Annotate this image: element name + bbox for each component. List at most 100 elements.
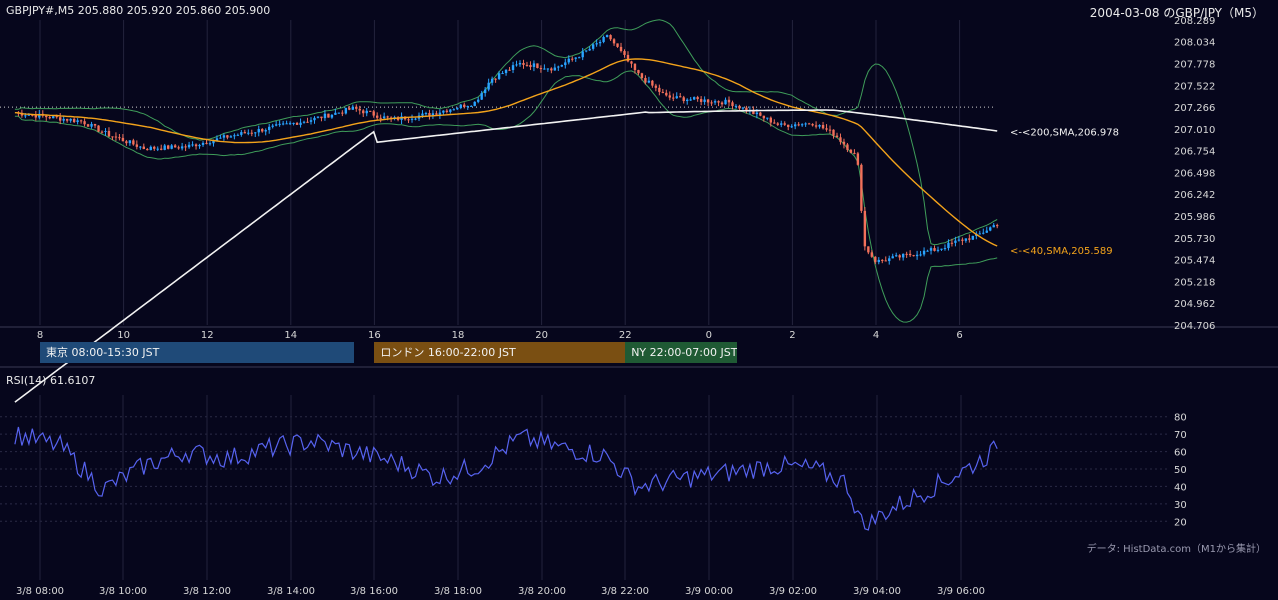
- rsi-x-tick: 3/9 04:00: [853, 586, 901, 597]
- candle-body: [567, 58, 570, 63]
- candle-body: [780, 123, 783, 125]
- candle-body: [132, 140, 135, 145]
- price-y-tick: 207.522: [1174, 81, 1215, 92]
- candle-body: [679, 96, 682, 98]
- candle-body: [477, 99, 480, 102]
- candle-body: [609, 35, 612, 40]
- candle-body: [114, 136, 118, 138]
- candle-body: [414, 118, 417, 120]
- session-ny: NY 22:00-07:00 JST: [625, 342, 738, 363]
- price-x-tick: 6: [956, 330, 962, 341]
- candle-body: [905, 253, 908, 255]
- candle-body: [766, 117, 769, 119]
- candle-body: [647, 80, 651, 83]
- candle-body: [226, 135, 229, 138]
- candle-body: [118, 137, 121, 139]
- candle-body: [943, 248, 947, 250]
- candle-body: [424, 113, 428, 115]
- session-ny-label: NY 22:00-07:00 JST: [631, 346, 738, 359]
- candle-body: [323, 113, 327, 119]
- candle-body: [452, 109, 456, 111]
- candle-body: [529, 65, 532, 67]
- candle-body: [901, 253, 905, 258]
- candle-body: [65, 118, 69, 121]
- candle-body: [557, 66, 560, 68]
- candle-body: [153, 146, 156, 149]
- candle-body: [125, 141, 128, 144]
- candle-body: [236, 134, 240, 136]
- price-x-tick: 8: [37, 330, 43, 341]
- rsi-label: RSI(14) 61.6107: [6, 374, 96, 387]
- price-x-tick: 10: [117, 330, 130, 341]
- candle-body: [24, 115, 27, 117]
- candle-body: [842, 141, 846, 145]
- candle-body: [438, 112, 442, 115]
- rsi-y-tick: 20: [1174, 517, 1187, 528]
- candle-body: [888, 258, 891, 262]
- rsi-x-tick: 3/8 20:00: [518, 586, 566, 597]
- candle-body: [93, 123, 97, 126]
- candle-body: [198, 144, 201, 147]
- price-x-tick: 4: [873, 330, 879, 341]
- candle-body: [62, 118, 65, 121]
- price-y-tick: 204.962: [1174, 299, 1215, 310]
- candle-body: [595, 43, 598, 45]
- candle-body: [710, 102, 713, 104]
- candle-body: [501, 73, 504, 75]
- candle-body: [52, 116, 55, 119]
- candle-body: [281, 123, 285, 125]
- candle-body: [97, 125, 100, 132]
- candle-body: [755, 112, 759, 115]
- price-y-tick: 208.034: [1174, 38, 1215, 49]
- candle-body: [466, 106, 469, 108]
- candle-body: [463, 104, 466, 108]
- candle-body: [640, 73, 644, 78]
- candle-body: [111, 136, 114, 138]
- candle-body: [658, 87, 661, 92]
- session-tokyo: 東京 08:00-15:30 JST: [40, 342, 354, 363]
- candle-body: [787, 124, 790, 127]
- candle-body: [358, 108, 361, 111]
- rsi-x-tick: 3/9 06:00: [937, 586, 985, 597]
- candle-body: [341, 112, 344, 114]
- candle-body: [783, 123, 786, 125]
- candle-body: [933, 248, 936, 251]
- candle-body: [863, 210, 867, 247]
- candle-body: [978, 233, 982, 235]
- candle-body: [160, 148, 163, 150]
- candle-body: [299, 122, 302, 125]
- candle-body: [229, 136, 233, 138]
- sma-200-label: <-<200,SMA,206.978: [1010, 128, 1119, 139]
- candle-body: [846, 144, 849, 150]
- candle-body: [968, 238, 971, 240]
- candle-body: [814, 125, 818, 127]
- candle-body: [731, 102, 734, 107]
- candle-body: [45, 115, 48, 118]
- candle-body: [212, 140, 215, 144]
- candle-body: [107, 130, 111, 137]
- candle-body: [459, 104, 462, 109]
- candle-body: [989, 227, 992, 231]
- candle-body: [588, 48, 591, 51]
- candle-body: [494, 78, 497, 80]
- rsi-x-tick: 3/8 08:00: [16, 586, 64, 597]
- candle-body: [668, 95, 671, 98]
- candle-body: [184, 146, 187, 148]
- candle-body: [856, 153, 860, 165]
- candle-body: [288, 123, 292, 125]
- candle-body: [435, 113, 438, 115]
- candle-body: [38, 113, 41, 118]
- rsi-x-tick: 3/8 16:00: [350, 586, 398, 597]
- rsi-y-tick: 60: [1174, 448, 1187, 459]
- candle-body: [191, 144, 194, 146]
- candle-body: [362, 110, 365, 114]
- candle-body: [797, 124, 800, 126]
- rsi-line: [14, 426, 998, 531]
- candle-body: [274, 124, 278, 126]
- candle-body: [623, 51, 626, 55]
- candle-body: [257, 129, 260, 133]
- candle-body: [316, 116, 320, 118]
- candle-body: [720, 102, 724, 105]
- candle-body: [330, 114, 334, 118]
